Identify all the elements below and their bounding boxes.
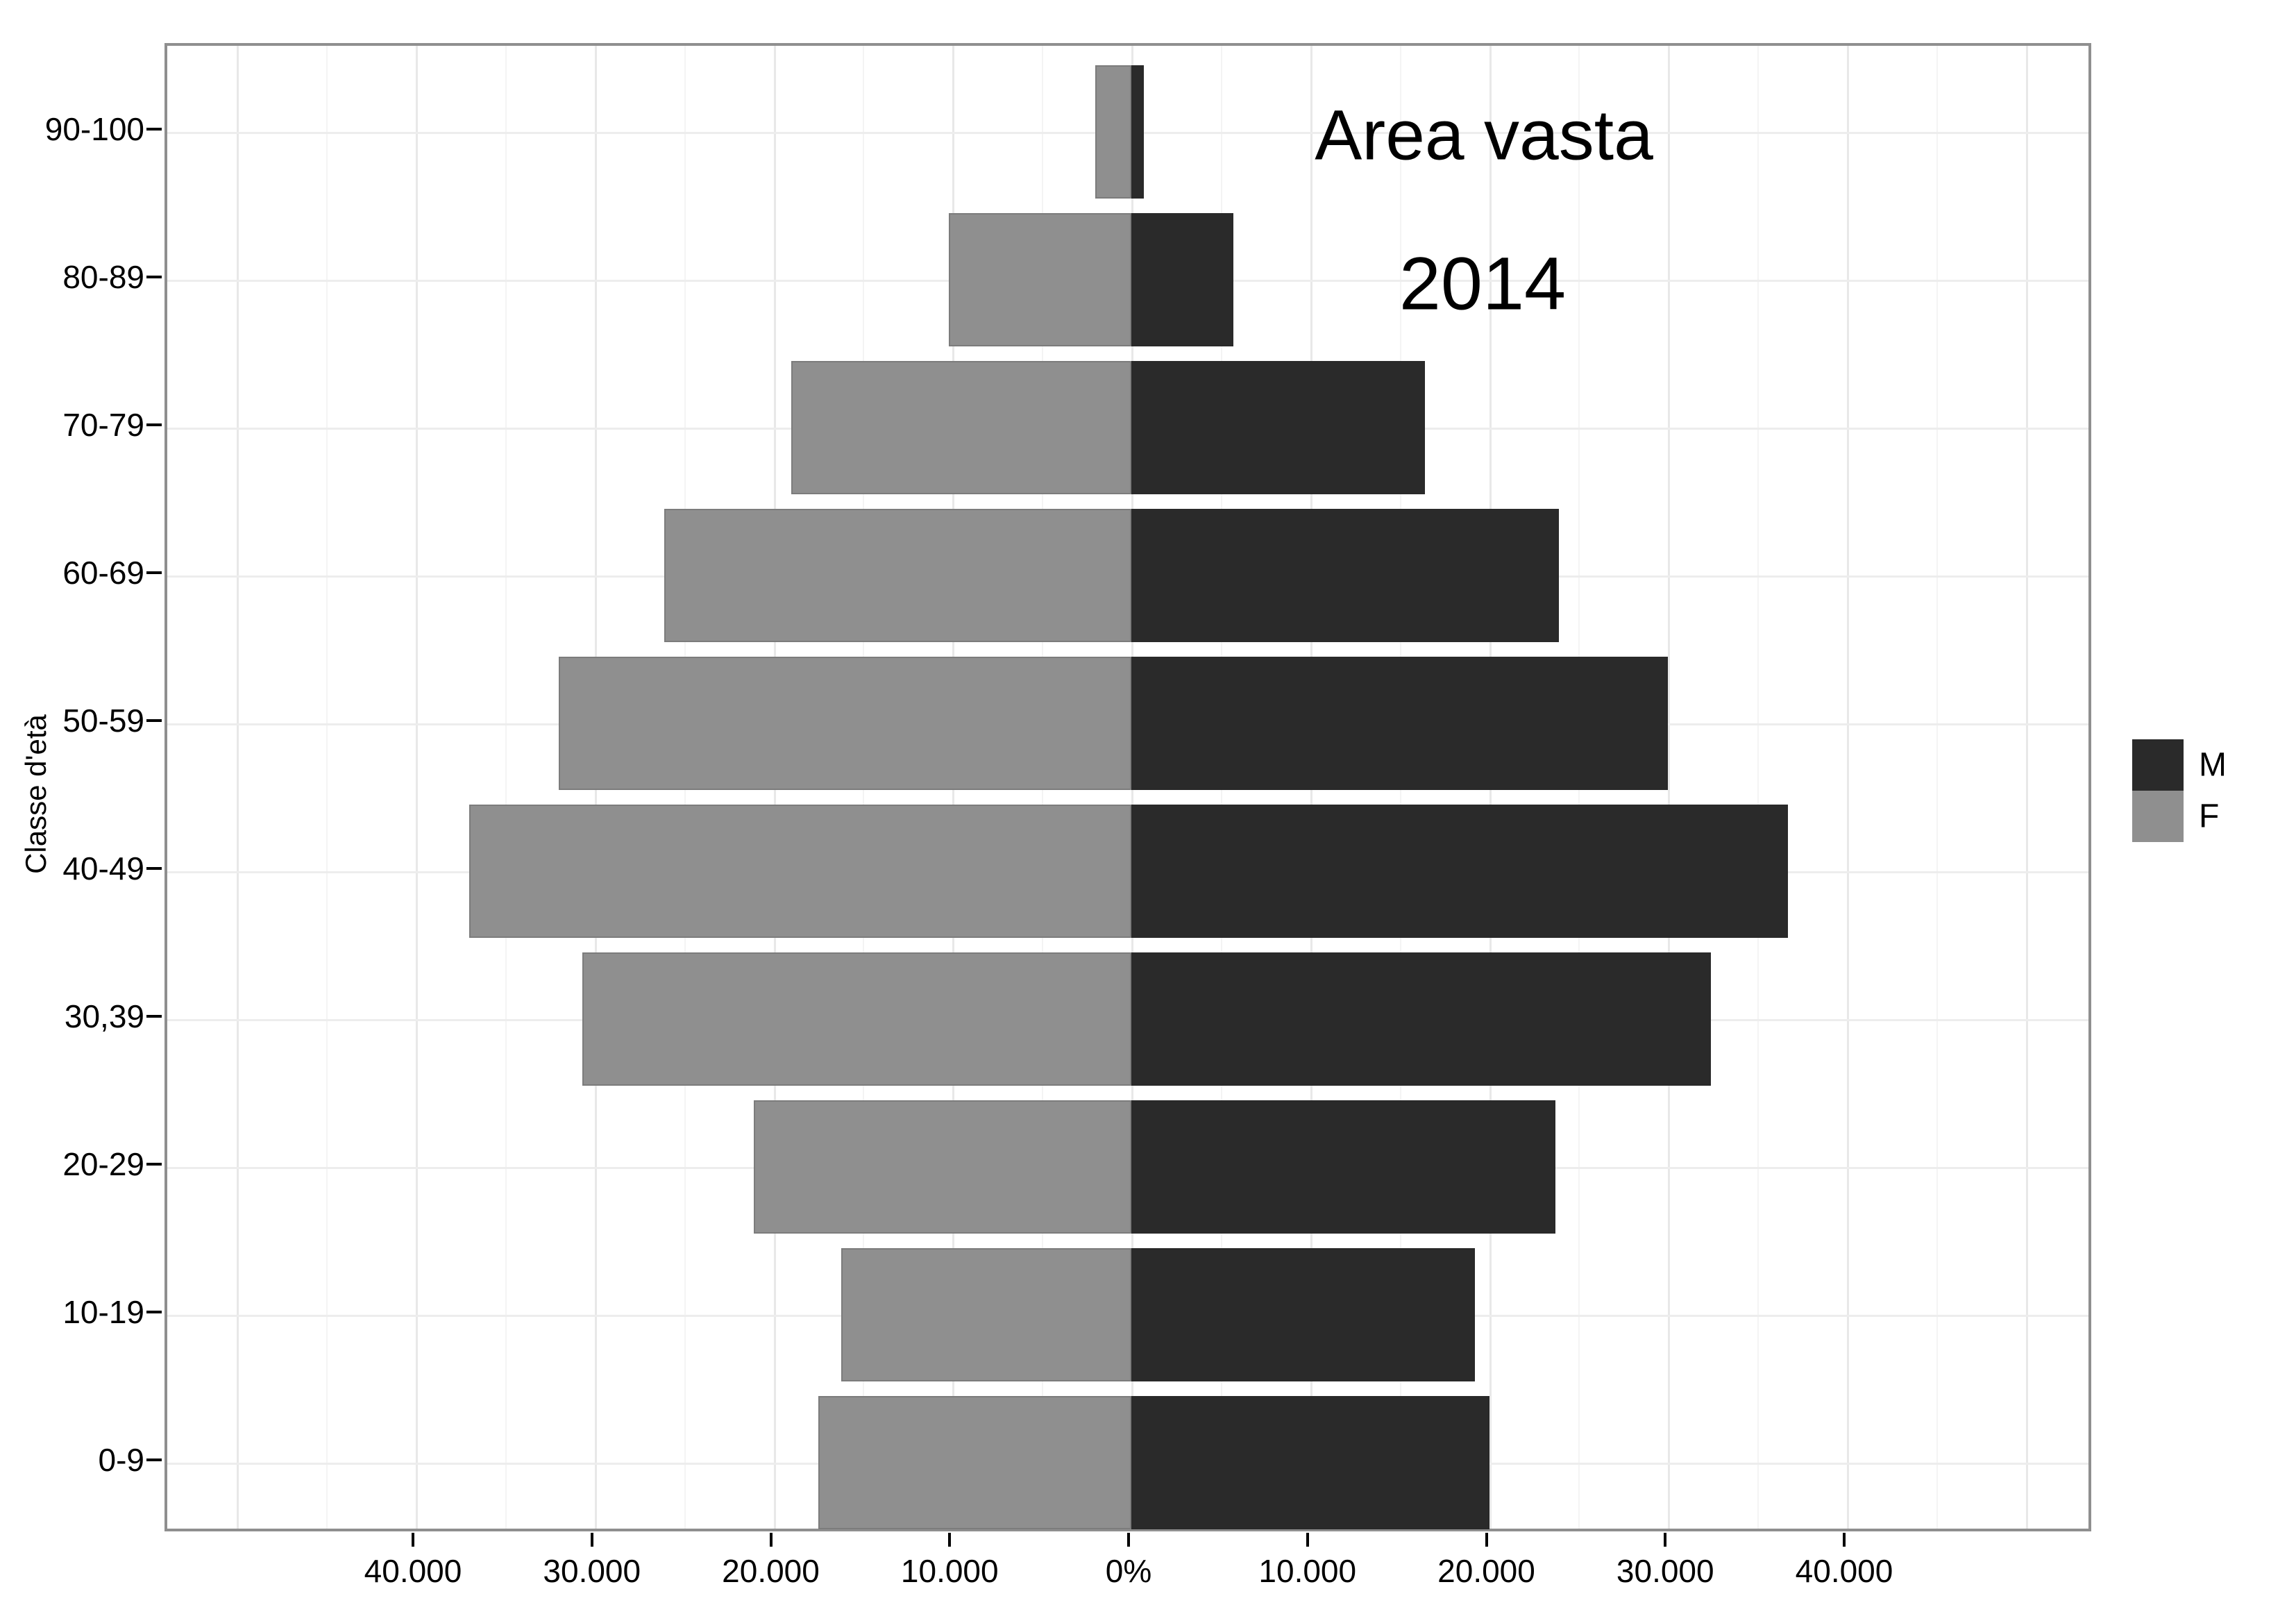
plot-panel — [164, 43, 2091, 1531]
bar-F-70-79 — [791, 361, 1131, 494]
y-axis-tick — [146, 867, 162, 870]
minor-gridline-vertical — [1757, 46, 1759, 1529]
x-axis-tick-label: 20.000 — [722, 1553, 820, 1589]
bar-M-30,39 — [1131, 952, 1712, 1086]
y-axis-category-label: 80-89 — [62, 259, 144, 295]
legend-label-M: M — [2199, 746, 2227, 784]
minor-gridline-vertical — [1936, 46, 1938, 1529]
x-axis-tick-label: 10.000 — [1258, 1553, 1357, 1589]
y-axis-tick — [146, 276, 162, 278]
x-axis-tick-label: 10.000 — [900, 1553, 999, 1589]
x-axis-tick-label: 40.000 — [364, 1553, 462, 1589]
y-axis-tick — [146, 719, 162, 722]
y-axis-category-label: 40-49 — [62, 850, 144, 886]
y-axis-category-label: 90-100 — [44, 111, 144, 147]
major-gridline-vertical — [237, 46, 239, 1529]
bar-F-60-69 — [664, 509, 1131, 642]
bar-M-0-9 — [1131, 1396, 1489, 1529]
bar-M-90-100 — [1131, 65, 1145, 199]
y-axis-tick — [146, 128, 162, 131]
x-axis-tick — [1664, 1533, 1667, 1547]
bar-F-30,39 — [582, 952, 1131, 1086]
y-axis-category-label: 20-29 — [62, 1146, 144, 1182]
bar-M-20-29 — [1131, 1100, 1555, 1234]
y-axis-tick — [146, 1311, 162, 1313]
bar-F-10-19 — [841, 1248, 1131, 1381]
bar-M-40-49 — [1131, 805, 1788, 938]
y-axis-tick — [146, 571, 162, 574]
y-axis-category-label: 60-69 — [62, 555, 144, 591]
y-axis-title: Classe d'età — [19, 714, 52, 874]
y-axis-category-label: 30,39 — [64, 998, 144, 1034]
x-axis-tick — [412, 1533, 414, 1547]
x-axis-tick — [1843, 1533, 1846, 1547]
x-axis-tick — [948, 1533, 952, 1547]
bar-F-20-29 — [754, 1100, 1131, 1234]
bar-F-40-49 — [469, 805, 1131, 938]
major-gridline-vertical — [416, 46, 418, 1529]
major-gridline-vertical — [2025, 46, 2028, 1529]
bar-F-0-9 — [818, 1396, 1131, 1529]
major-gridline-vertical — [1847, 46, 1849, 1529]
bar-M-70-79 — [1131, 361, 1425, 494]
y-axis-category-label: 70-79 — [62, 407, 144, 443]
chart-subtitle-year: 2014 — [1399, 241, 1567, 326]
y-axis-category-label: 50-59 — [62, 703, 144, 739]
y-axis-tick — [146, 1163, 162, 1166]
bar-M-80-89 — [1131, 213, 1233, 346]
legend-swatch-F — [2132, 791, 2184, 842]
y-axis-category-label: 0-9 — [98, 1442, 144, 1478]
minor-gridline-vertical — [326, 46, 328, 1529]
x-axis-tick — [1306, 1533, 1309, 1547]
major-gridline-vertical — [1668, 46, 1671, 1529]
x-axis-tick — [590, 1533, 593, 1547]
x-axis-tick-label: 20.000 — [1437, 1553, 1535, 1589]
minor-gridline-vertical — [505, 46, 507, 1529]
bar-F-50-59 — [559, 657, 1131, 790]
y-axis-tick — [146, 1015, 162, 1018]
bar-M-50-59 — [1131, 657, 1669, 790]
x-axis-tick — [1127, 1533, 1130, 1547]
x-axis-tick — [769, 1533, 773, 1547]
bar-F-90-100 — [1095, 65, 1131, 199]
y-axis-category-label: 10-19 — [62, 1294, 144, 1330]
chart-title: Area vasta — [1315, 95, 1653, 175]
x-axis-tick — [1485, 1533, 1488, 1547]
y-axis-tick — [146, 423, 162, 426]
x-axis-tick-label: 30.000 — [543, 1553, 641, 1589]
bar-F-80-89 — [949, 213, 1131, 346]
x-axis-tick-label: 30.000 — [1616, 1553, 1714, 1589]
legend-label-F: F — [2199, 798, 2220, 835]
bar-M-60-69 — [1131, 509, 1560, 642]
bar-M-10-19 — [1131, 1248, 1475, 1381]
legend-swatch-M — [2132, 739, 2184, 791]
x-axis-tick-label: 0% — [1105, 1553, 1152, 1589]
x-axis-tick-label: 40.000 — [1795, 1553, 1893, 1589]
y-axis-tick — [146, 1459, 162, 1461]
